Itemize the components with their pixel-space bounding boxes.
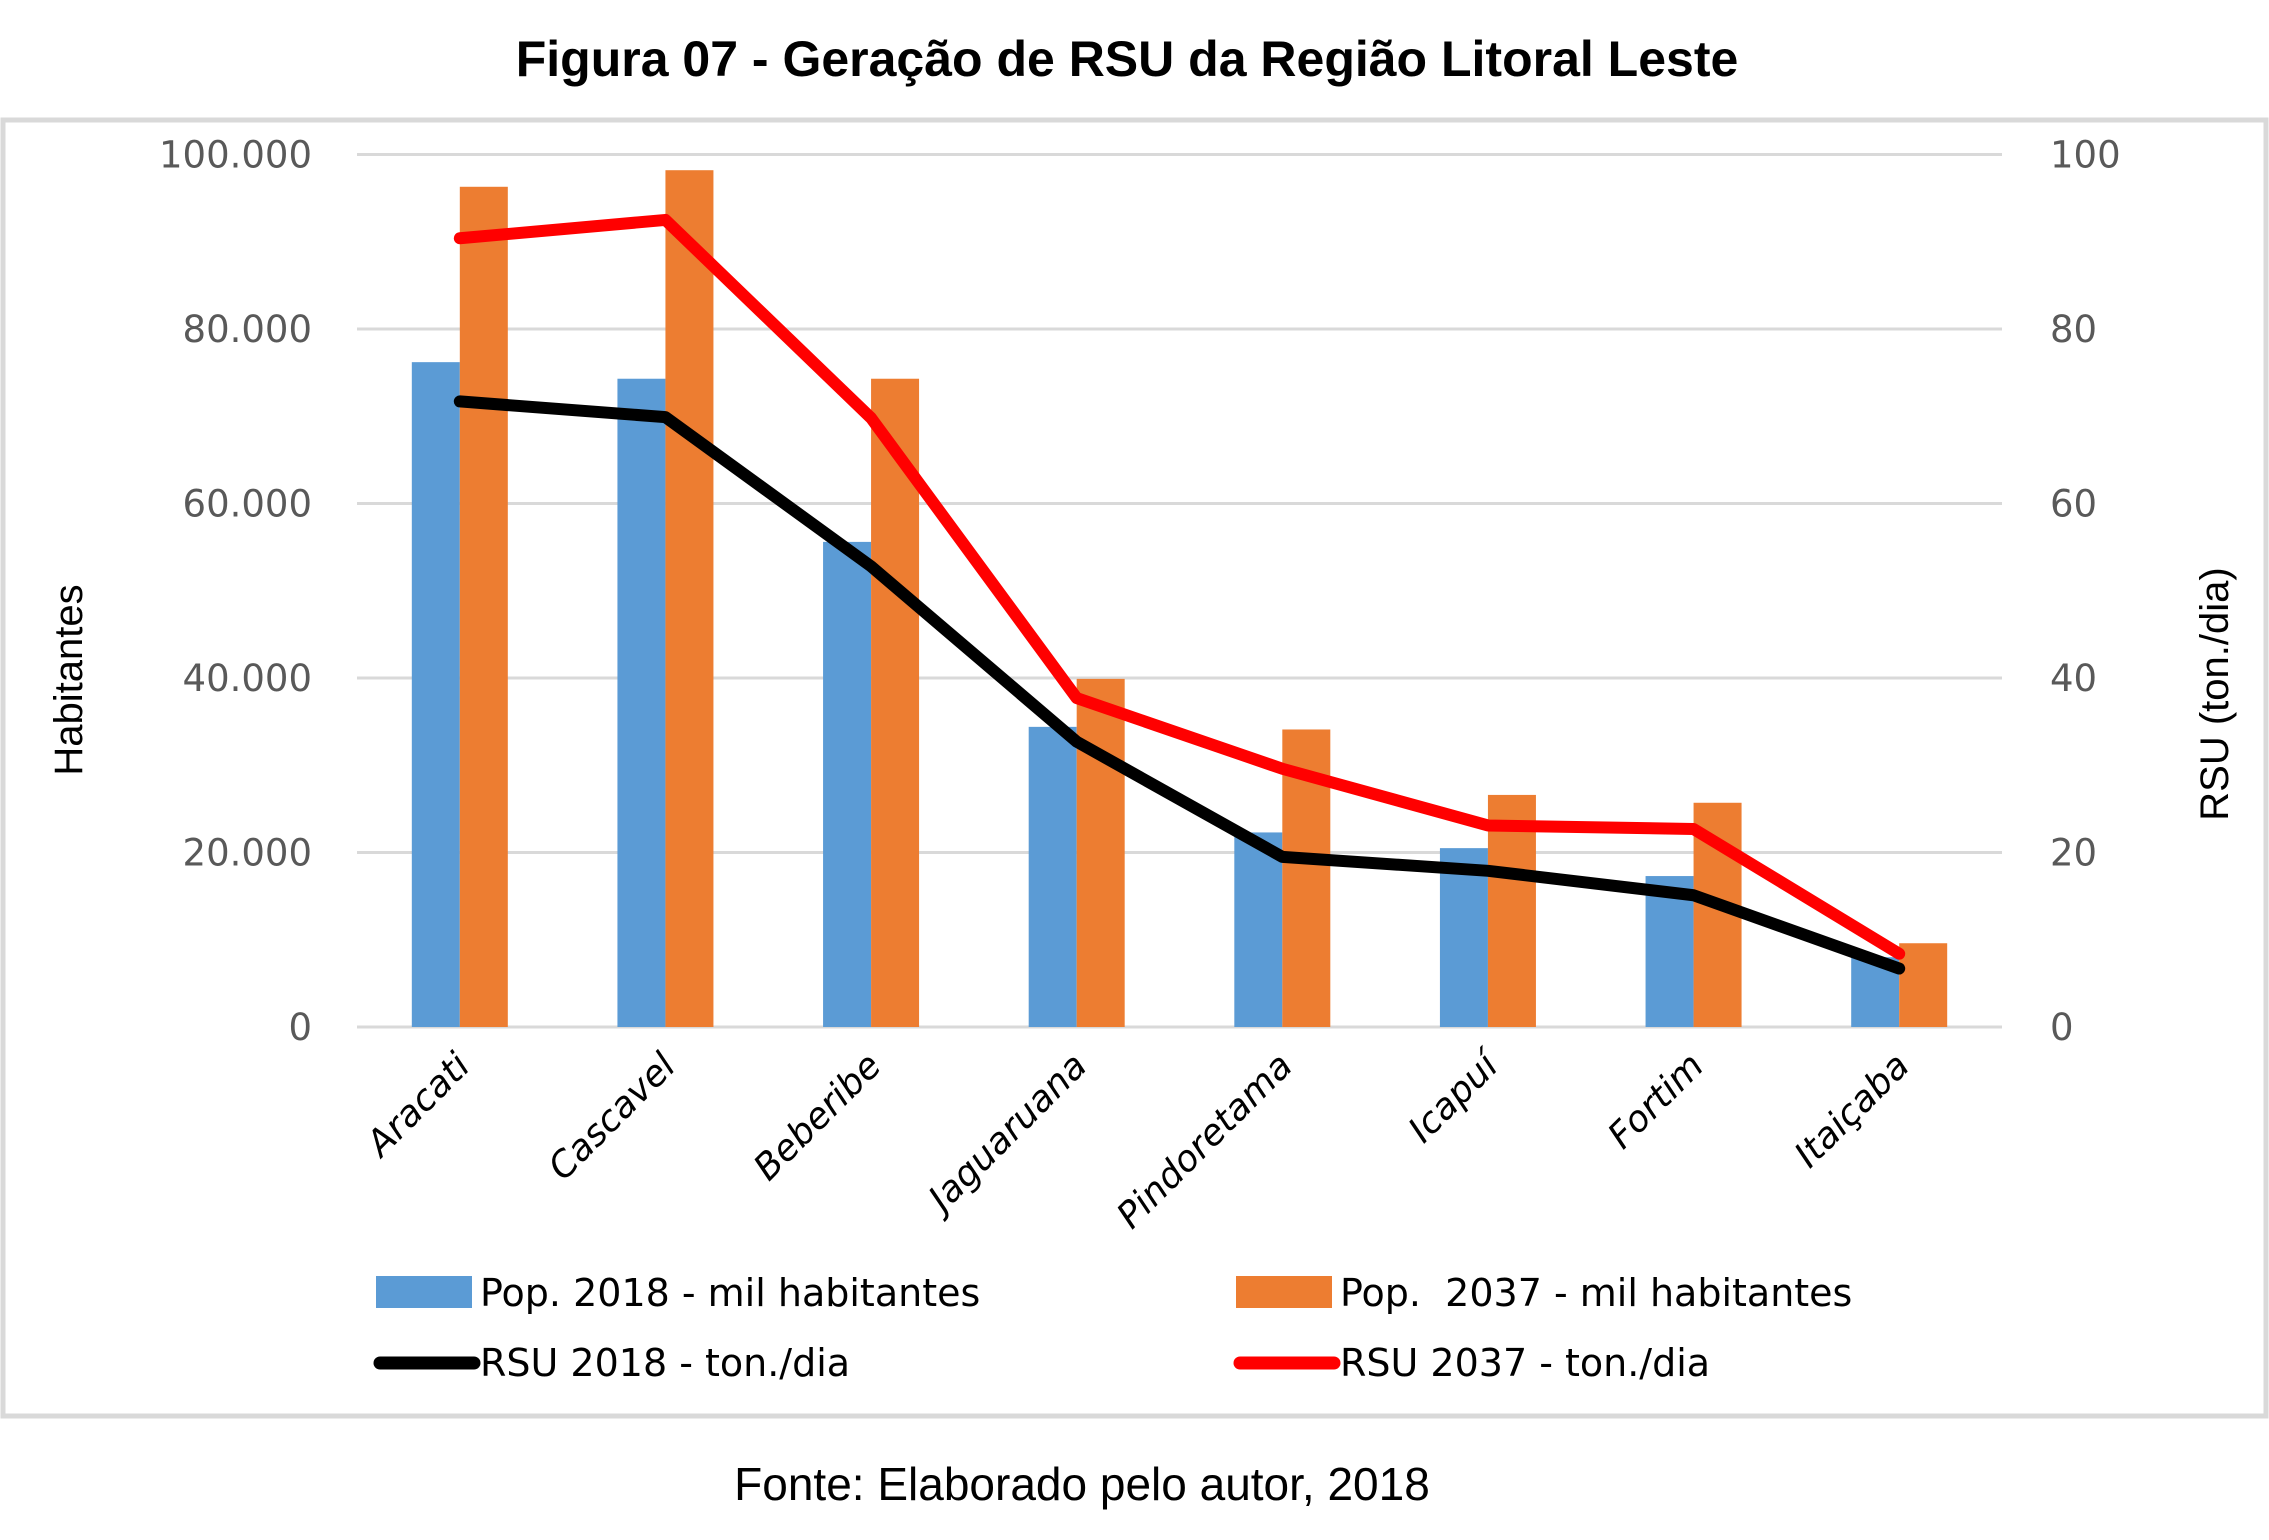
legend: Pop. 2018 - mil habitantes Pop. 2037 - m… <box>373 1271 1852 1385</box>
bar-pop-2037 <box>459 186 508 1028</box>
bar-pop-2037 <box>1076 678 1125 1027</box>
line-point-rsu-2037 <box>664 218 667 221</box>
legend-label-pop-2037: Pop. 2037 - mil habitantes <box>1340 1271 1852 1315</box>
bar-pop-2037 <box>871 378 920 1027</box>
legend-label-rsu-2037: RSU 2037 - ton./dia <box>1340 1341 1710 1385</box>
y-axis-left-title: Habitantes <box>47 584 91 775</box>
line-point-rsu-2037 <box>1075 697 1078 700</box>
line-point-rsu-2018 <box>1692 894 1695 897</box>
line-point-rsu-2018 <box>870 565 873 568</box>
y-right-tick-label: 80 <box>2050 308 2097 351</box>
legend-label-pop-2018: Pop. 2018 - mil habitantes <box>480 1271 980 1315</box>
line-point-rsu-2018 <box>1898 967 1901 970</box>
line-rsu-2018 <box>453 395 1906 975</box>
legend-swatch-pop-2018 <box>376 1276 472 1308</box>
y-left-tick-label: 40.000 <box>183 657 312 700</box>
y-left-tick-label: 20.000 <box>183 832 312 875</box>
line-point-rsu-2037 <box>1692 827 1695 830</box>
y-right-tick-label: 40 <box>2050 657 2097 700</box>
bar-pop-2018 <box>1028 726 1077 1027</box>
y-right-tick-label: 100 <box>2050 134 2121 177</box>
y-axis-right-ticks: 0 20 40 60 80 100 <box>2050 134 2121 1050</box>
bar-pop-2018 <box>1439 848 1488 1027</box>
bar-pop-2018 <box>823 541 872 1027</box>
legend-label-rsu-2018: RSU 2018 - ton./dia <box>480 1341 850 1385</box>
y-left-tick-label: 100.000 <box>159 134 312 177</box>
y-right-tick-label: 60 <box>2050 483 2097 526</box>
y-left-tick-label: 0 <box>288 1006 312 1049</box>
line-point-rsu-2018 <box>458 400 461 403</box>
figure-title: Figura 07 - Geração de RSU da Região Lit… <box>516 31 1739 87</box>
bar-pop-2037 <box>1487 794 1536 1027</box>
line-point-rsu-2037 <box>1898 952 1901 955</box>
bar-pop-2037 <box>1899 943 1948 1027</box>
line-rsu-2037 <box>453 213 1906 960</box>
legend-swatch-pop-2037 <box>1236 1276 1332 1308</box>
bar-pop-2037 <box>665 170 714 1027</box>
bar-series <box>411 170 1948 1028</box>
bar-pop-2018 <box>617 378 666 1027</box>
line-point-rsu-2018 <box>1075 740 1078 743</box>
line-point-rsu-2037 <box>870 416 873 419</box>
y-left-tick-label: 60.000 <box>183 483 312 526</box>
y-left-tick-label: 80.000 <box>183 308 312 351</box>
line-point-rsu-2037 <box>1486 824 1489 827</box>
bar-pop-2018 <box>411 362 460 1027</box>
y-right-tick-label: 20 <box>2050 832 2097 875</box>
line-point-rsu-2018 <box>1486 869 1489 872</box>
y-axis-right-title: RSU (ton./dia) <box>2193 567 2237 820</box>
bar-pop-2018 <box>1234 832 1283 1027</box>
line-series <box>453 213 1906 975</box>
y-axis-left-ticks: 0 20.000 40.000 60.000 80.000 100.000 <box>159 134 312 1050</box>
bar-pop-2018 <box>1645 876 1694 1027</box>
line-point-rsu-2018 <box>1281 855 1284 858</box>
line-point-rsu-2037 <box>458 237 461 240</box>
line-point-rsu-2018 <box>664 416 667 419</box>
y-right-tick-label: 0 <box>2050 1006 2074 1049</box>
figure-source: Fonte: Elaborado pelo autor, 2018 <box>734 1458 1430 1510</box>
line-point-rsu-2037 <box>1281 767 1284 770</box>
